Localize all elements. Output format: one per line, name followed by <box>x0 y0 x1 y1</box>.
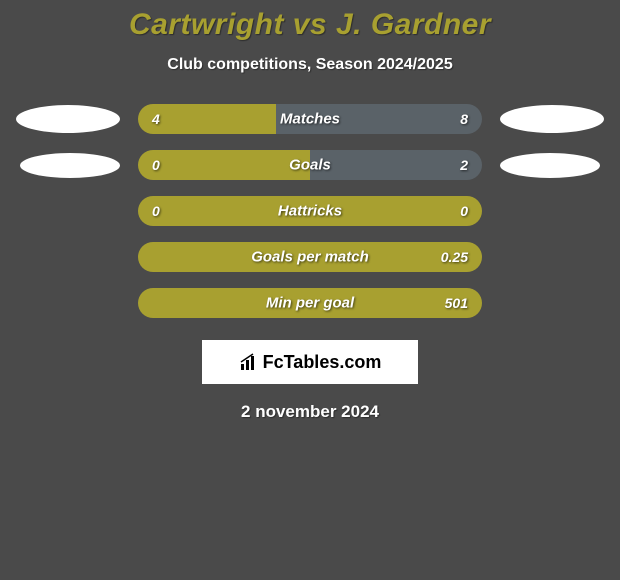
stat-value-left: 0 <box>152 157 160 173</box>
stat-value-right: 0.25 <box>441 249 468 265</box>
stat-value-right: 2 <box>460 157 468 173</box>
logo-box: FcTables.com <box>202 340 418 384</box>
player-left-ellipse <box>20 153 120 178</box>
stat-row: Goals per match 0.25 <box>0 242 620 272</box>
stat-row: Min per goal 501 <box>0 288 620 318</box>
stat-row: 0 Hattricks 0 <box>0 196 620 226</box>
stat-row: 4 Matches 8 <box>0 104 620 134</box>
comparison-container: Cartwright vs J. Gardner Club competitio… <box>0 0 620 422</box>
stat-value-right: 8 <box>460 111 468 127</box>
player-right-ellipse <box>500 105 604 133</box>
stat-label: Matches <box>280 111 340 128</box>
date-text: 2 november 2024 <box>0 402 620 422</box>
stat-label: Hattricks <box>278 203 342 220</box>
stat-bar: 0 Hattricks 0 <box>138 196 482 226</box>
stats-section: 4 Matches 8 0 Goals 2 0 Hattricks 0 Goals per mat… <box>0 104 620 318</box>
stat-value-left: 4 <box>152 111 160 127</box>
stat-bar-right-seg <box>310 150 482 180</box>
stat-row: 0 Goals 2 <box>0 150 620 180</box>
stat-value-right: 501 <box>445 295 468 311</box>
stat-bar: 0 Goals 2 <box>138 150 482 180</box>
player-left-ellipse <box>16 105 120 133</box>
stat-value-right: 0 <box>460 203 468 219</box>
stat-value-left: 0 <box>152 203 160 219</box>
page-title: Cartwright vs J. Gardner <box>0 8 620 42</box>
stat-label: Min per goal <box>266 295 354 312</box>
stat-bar: Min per goal 501 <box>138 288 482 318</box>
stat-bar: 4 Matches 8 <box>138 104 482 134</box>
page-subtitle: Club competitions, Season 2024/2025 <box>0 56 620 74</box>
player-right-ellipse <box>500 153 600 178</box>
stat-bar-left-seg <box>138 150 310 180</box>
logo-text: FcTables.com <box>263 352 382 373</box>
stat-label: Goals per match <box>251 249 369 266</box>
stat-label: Goals <box>289 157 331 174</box>
chart-icon <box>239 352 259 372</box>
stat-bar: Goals per match 0.25 <box>138 242 482 272</box>
